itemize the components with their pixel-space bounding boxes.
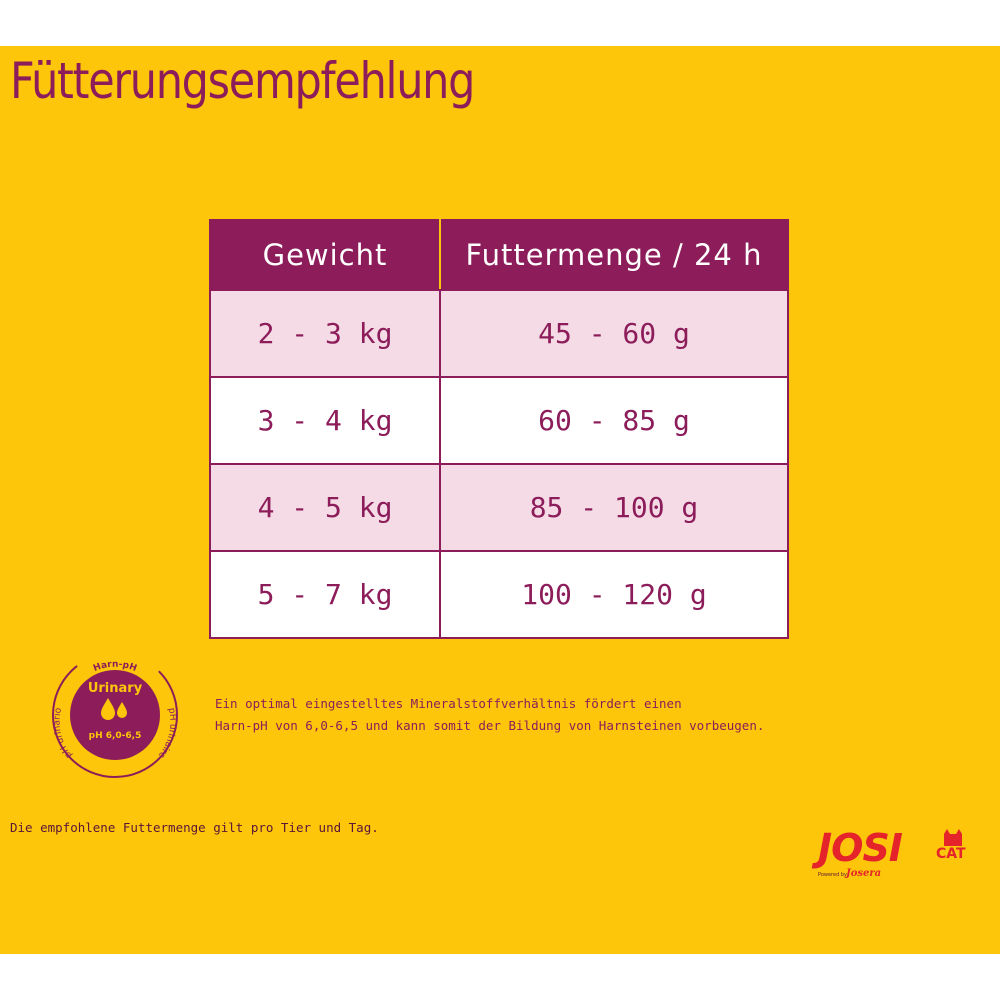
cell-weight: 5 - 7 kg <box>209 550 441 639</box>
badge-value: pH 6,0-6,5 <box>89 731 142 741</box>
cat-icon <box>944 829 962 846</box>
cell-amount: 45 - 60 g <box>439 289 789 378</box>
badge-top-label: Harn-pH <box>92 660 138 674</box>
cell-amount: 100 - 120 g <box>439 550 789 639</box>
cell-weight: 3 - 4 kg <box>209 376 441 465</box>
footnote: Die empfohlene Futtermenge gilt pro Tier… <box>10 820 379 835</box>
cell-weight: 2 - 3 kg <box>209 289 441 378</box>
logo-maker: Josera <box>846 868 882 879</box>
table-row: 3 - 4 kg 60 - 85 g <box>209 376 789 465</box>
table-row: 2 - 3 kg 45 - 60 g <box>209 289 789 378</box>
badge-disc <box>70 670 160 760</box>
logo-brand: JOSI <box>818 826 903 870</box>
info-line-1: Ein optimal eingestelltes Mineralstoffve… <box>215 696 682 711</box>
table-row: 4 - 5 kg 85 - 100 g <box>209 463 789 552</box>
cell-amount: 60 - 85 g <box>439 376 789 465</box>
page-title: Fütterungsempfehlung <box>10 52 475 110</box>
cell-amount: 85 - 100 g <box>439 463 789 552</box>
header-amount: Futtermenge / 24 h <box>439 219 789 291</box>
info-line-2: Harn-pH von 6,0-6,5 und kann somit der B… <box>215 718 765 733</box>
logo-powered-by: Powered by <box>818 872 847 878</box>
table-row: 5 - 7 kg 100 - 120 g <box>209 550 789 639</box>
cell-weight: 4 - 5 kg <box>209 463 441 552</box>
badge-title: Urinary <box>88 681 143 696</box>
header-weight: Gewicht <box>209 219 441 291</box>
urinary-badge: Harn-pH pH urinario pH urinaire Urinary … <box>51 652 178 778</box>
josicat-logo: JOSI CAT Powered by Josera <box>814 826 984 888</box>
feeding-table: Gewicht Futtermenge / 24 h 2 - 3 kg 45 -… <box>209 219 789 639</box>
logo-sub: CAT <box>936 846 966 862</box>
droplet-icon <box>101 698 127 720</box>
svg-text:Harn-pH: Harn-pH <box>92 660 138 674</box>
urinary-info-text: Ein optimal eingestelltes Mineralstoffve… <box>215 693 764 737</box>
table-header-row: Gewicht Futtermenge / 24 h <box>209 219 789 291</box>
